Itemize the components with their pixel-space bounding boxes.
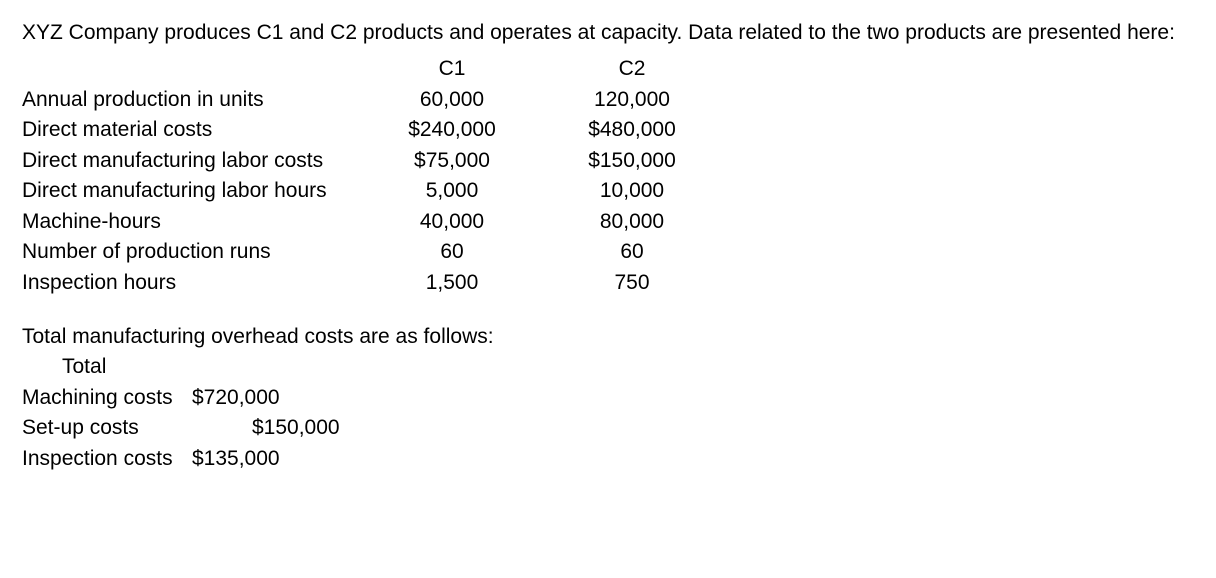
header-c2: C2: [532, 54, 732, 84]
table-row: Direct manufacturing labor hours 5,000 1…: [22, 176, 1194, 206]
overhead-value: $150,000: [192, 413, 340, 443]
row-label: Direct manufacturing labor hours: [22, 176, 372, 206]
overhead-header: Total: [22, 352, 1194, 382]
header-blank: [22, 54, 372, 84]
document-page: XYZ Company produces C1 and C2 products …: [0, 0, 1216, 492]
row-label: Direct material costs: [22, 115, 372, 145]
table-row: Direct material costs $240,000 $480,000: [22, 115, 1194, 145]
row-label: Machine-hours: [22, 207, 372, 237]
intro-text: XYZ Company produces C1 and C2 products …: [22, 18, 1194, 48]
table-row: Machine-hours 40,000 80,000: [22, 207, 1194, 237]
row-c1: 40,000: [372, 207, 532, 237]
overhead-value: $720,000: [192, 383, 280, 413]
row-label: Inspection hours: [22, 268, 372, 298]
row-c1: 5,000: [372, 176, 532, 206]
overhead-intro: Total manufacturing overhead costs are a…: [22, 322, 1194, 352]
row-label: Annual production in units: [22, 85, 372, 115]
row-c2: 120,000: [532, 85, 732, 115]
table-row: Annual production in units 60,000 120,00…: [22, 85, 1194, 115]
row-c2: 10,000: [532, 176, 732, 206]
row-c2: $150,000: [532, 146, 732, 176]
row-label: Number of production runs: [22, 237, 372, 267]
overhead-value: $135,000: [192, 444, 280, 474]
row-c1: 1,500: [372, 268, 532, 298]
row-c1: 60,000: [372, 85, 532, 115]
row-c2: 750: [532, 268, 732, 298]
row-c1: $75,000: [372, 146, 532, 176]
header-c1: C1: [372, 54, 532, 84]
row-c2: 80,000: [532, 207, 732, 237]
overhead-row: Inspection costs $135,000: [22, 444, 1194, 474]
row-c2: 60: [532, 237, 732, 267]
overhead-label: Inspection costs: [22, 444, 192, 474]
overhead-row: Set-up costs $150,000: [22, 413, 1194, 443]
table-row: Direct manufacturing labor costs $75,000…: [22, 146, 1194, 176]
row-c1: $240,000: [372, 115, 532, 145]
overhead-row: Machining costs $720,000: [22, 383, 1194, 413]
row-c2: $480,000: [532, 115, 732, 145]
row-label: Direct manufacturing labor costs: [22, 146, 372, 176]
table-header-row: C1 C2: [22, 54, 1194, 84]
overhead-label: Machining costs: [22, 383, 192, 413]
overhead-label: Set-up costs: [22, 413, 192, 443]
table-row: Inspection hours 1,500 750: [22, 268, 1194, 298]
row-c1: 60: [372, 237, 532, 267]
table-row: Number of production runs 60 60: [22, 237, 1194, 267]
